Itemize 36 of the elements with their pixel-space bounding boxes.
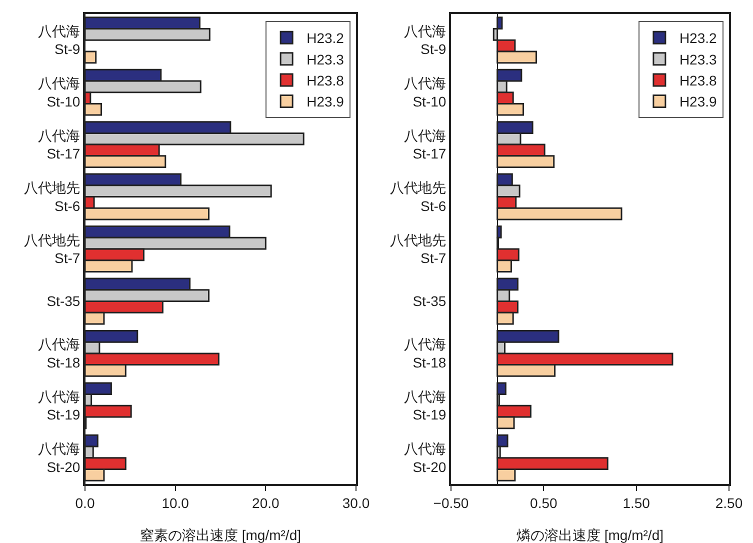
y-tick-label: St-35 [46,293,80,310]
y-tick-label: 八代海 St-9 [38,22,80,58]
y-tick-label: 八代地先 St-7 [24,232,80,266]
y-tick-label: 八代海 St-20 [38,440,80,475]
x-tick-label: 0.0 [75,494,95,511]
y-tick-label: 八代海 St-10 [38,75,80,110]
y-tick-label: 八代地先 St-6 [24,180,80,214]
x-axis-title: 窒素の溶出速度 [mg/m²/d] [140,527,302,543]
legend-label: H23.2 [679,30,718,46]
legend-label: H23.3 [679,51,718,68]
y-tick-label: 八代地先 St-6 [390,180,446,214]
y-tick-label: 八代海 St-18 [404,336,446,370]
x-tick-label: 30.0 [342,494,370,511]
x-tick-label: −0.50 [433,494,469,511]
y-tick-label: 八代海 St-19 [404,388,446,423]
x-axis-title: 燐の溶出速度 [mg/m²/d] [516,527,664,543]
legend-label: H23.9 [679,94,718,110]
y-tick-label: 八代海 St-17 [38,127,80,162]
x-tick-label: 2.50 [715,494,743,511]
x-tick-label: 1.50 [622,494,650,511]
legend-label: H23.2 [306,30,344,46]
legend-label: H23.3 [306,51,344,68]
x-tick-label: 0.50 [530,494,558,511]
y-tick-label: 八代地先 St-7 [390,232,446,266]
y-tick-label: 八代海 St-19 [38,388,80,423]
y-tick-label: 八代海 St-17 [404,127,446,162]
legend-label: H23.9 [306,94,344,110]
x-tick-label: 20.0 [252,494,280,511]
y-tick-label: 八代海 St-9 [404,22,446,58]
y-tick-label: 八代海 St-20 [404,440,446,475]
x-tick-label: 10.0 [162,494,190,511]
y-tick-label: 八代海 St-10 [404,75,446,110]
legend-label: H23.8 [306,72,344,89]
legend-label: H23.8 [679,72,718,89]
y-tick-label: 八代海 St-18 [38,336,80,370]
y-tick-label: St-35 [412,293,446,310]
